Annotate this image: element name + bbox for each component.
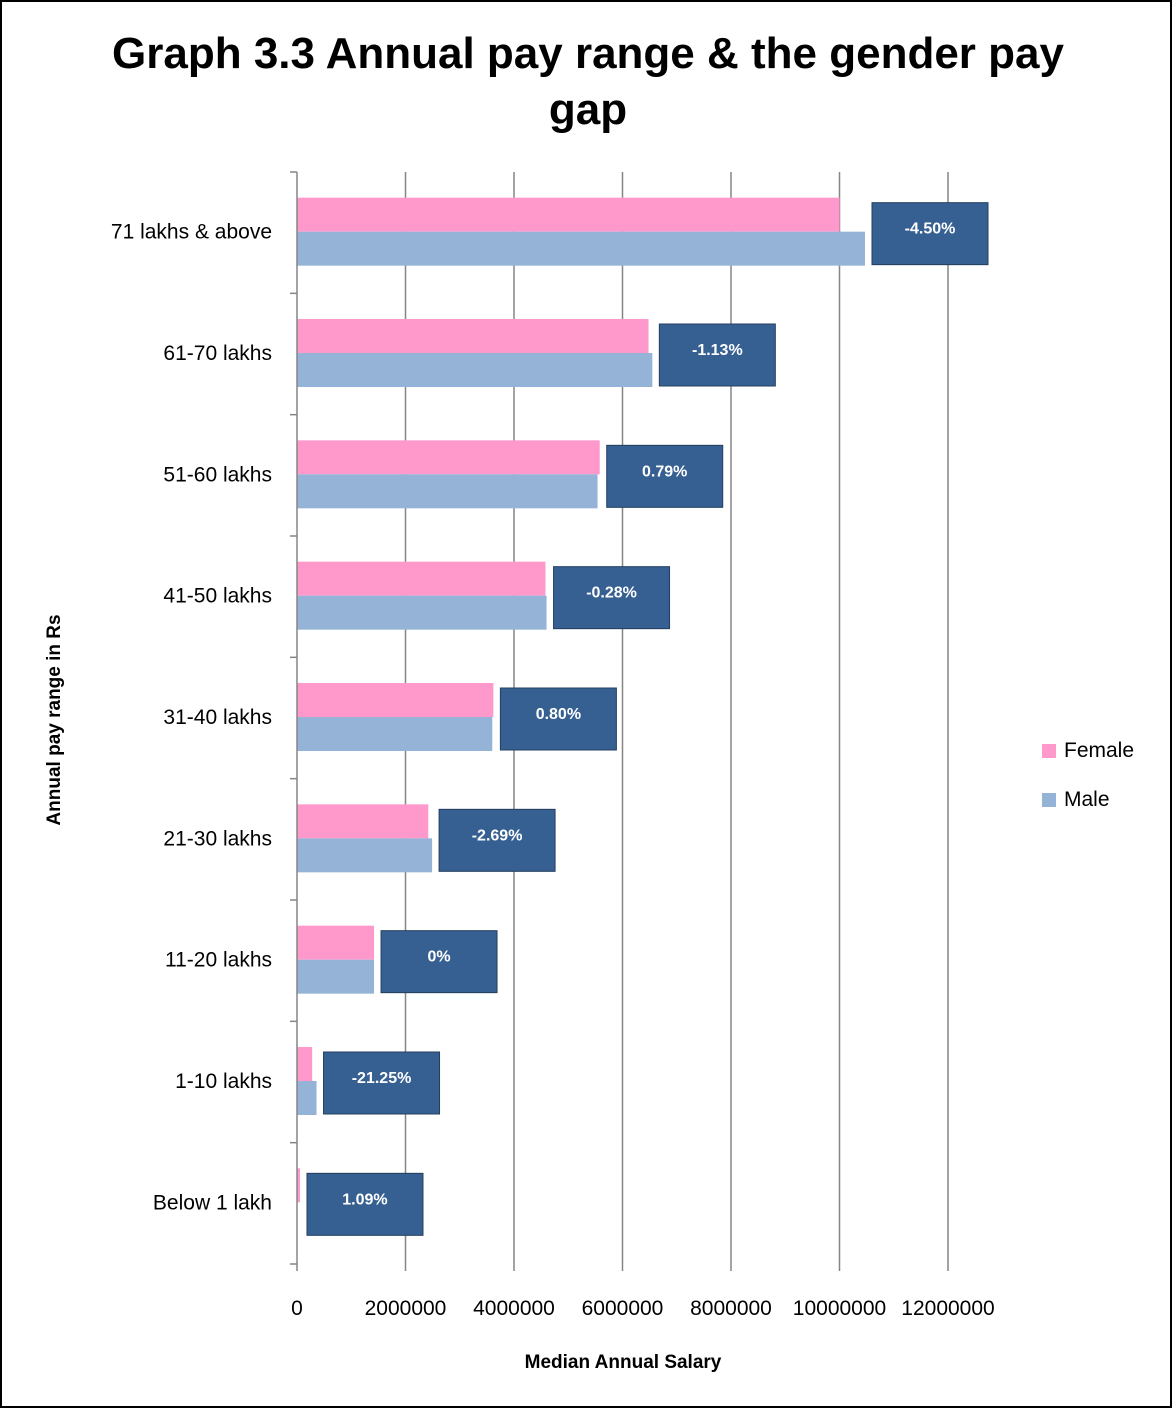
gap-label: -0.28% [586, 585, 637, 602]
y-tick-label: 61-70 lakhs [163, 342, 272, 365]
bar-female [297, 804, 429, 839]
bar-female [297, 319, 649, 353]
gap-label-box [438, 808, 556, 872]
y-axis-title: Annual pay range in Rs [44, 614, 65, 825]
gap-label-box [871, 202, 989, 266]
gap-label-box [380, 930, 498, 994]
y-tick-label: 1-10 lakhs [175, 1070, 272, 1093]
y-tick-label: 71 lakhs & above [111, 221, 272, 244]
x-tick-label: 6000000 [582, 1297, 664, 1320]
bar-male [297, 353, 653, 387]
legend-label-male: Male [1064, 788, 1110, 811]
bar-female [297, 440, 600, 475]
x-tick-label: 10000000 [793, 1297, 886, 1320]
y-tick-label: Below 1 lakh [153, 1191, 272, 1214]
y-tick-label: 41-50 lakhs [163, 585, 272, 608]
legend-item-female: Female [1042, 738, 1134, 764]
gap-label: -4.50% [905, 221, 956, 238]
bar-male [297, 959, 375, 994]
gap-label: -2.69% [472, 827, 523, 844]
gap-label-box [306, 1172, 424, 1236]
y-tick-label: 51-60 lakhs [163, 463, 272, 486]
bar-male [297, 838, 433, 873]
legend-label-female: Female [1064, 739, 1135, 762]
chart-title: Graph 3.3 Annual pay range & the gender … [112, 29, 1064, 134]
gap-label: -21.25% [352, 1070, 412, 1087]
bar-female [297, 925, 375, 960]
x-tick-label: 8000000 [690, 1297, 772, 1320]
gap-label-box [499, 687, 617, 751]
legend-item-male: Male [1042, 787, 1134, 813]
bar-male [297, 231, 865, 266]
gap-label-box [553, 566, 671, 630]
bar-female [297, 561, 546, 596]
gap-label: -1.13% [692, 342, 743, 359]
bar-female [297, 197, 840, 232]
bar-female [297, 683, 494, 717]
x-tick-label: 2000000 [365, 1297, 447, 1320]
gap-label-box [323, 1051, 441, 1115]
gap-label: 0.79% [642, 463, 687, 480]
bar-male [297, 717, 493, 751]
y-tick-label: 11-20 lakhs [165, 949, 272, 972]
legend-swatch-male [1042, 793, 1056, 807]
gap-label: 0% [427, 949, 450, 966]
bar-female [297, 1168, 300, 1203]
x-axis-title: Median Annual Salary [525, 1352, 722, 1373]
y-tick-label: 21-30 lakhs [163, 827, 272, 850]
legend-swatch-female [1042, 744, 1056, 758]
bar-female [297, 1047, 313, 1081]
x-tick-label: 4000000 [473, 1297, 555, 1320]
x-tick-label: 0 [291, 1297, 303, 1320]
gap-label-box [658, 323, 776, 387]
gap-label: 0.80% [536, 706, 581, 723]
x-tick-label: 12000000 [901, 1297, 994, 1320]
y-tick-label: 31-40 lakhs [163, 706, 272, 729]
gap-label: 1.09% [342, 1191, 387, 1208]
bar-male [297, 595, 547, 630]
gap-label-box [606, 444, 724, 508]
bar-male [297, 1081, 317, 1115]
legend: Female Male [1042, 738, 1134, 836]
bar-male [297, 474, 598, 509]
